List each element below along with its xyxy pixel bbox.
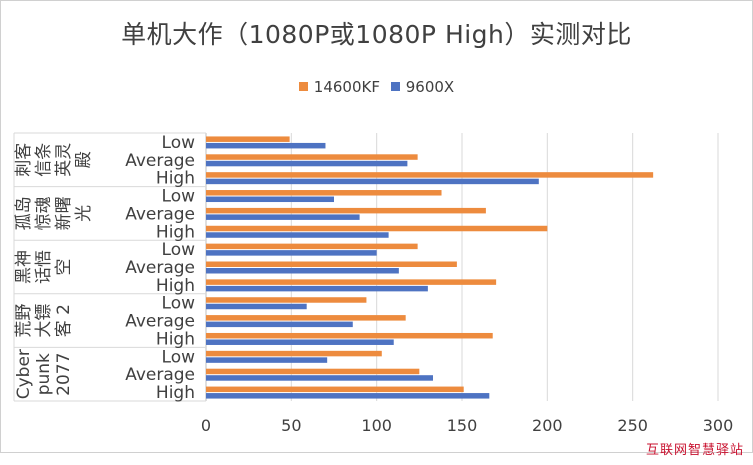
bar-9600x-3-1 <box>206 321 353 328</box>
bar-14600kf-4-2 <box>206 386 464 393</box>
bar-14600kf-3-2 <box>206 332 493 339</box>
x-tick-label-100: 100 <box>361 416 392 435</box>
group-label-4-line-2: 2077 <box>54 353 74 396</box>
bar-9600x-4-2 <box>206 393 490 399</box>
bar-9600x-1-1 <box>206 214 360 220</box>
subcategory-label-2-2: High <box>156 276 195 296</box>
bar-14600kf-0-1 <box>206 154 418 160</box>
subcategory-label-3-2: High <box>156 329 195 349</box>
legend-label-9600x: 9600X <box>405 77 455 96</box>
bar-14600kf-1-0 <box>206 190 442 196</box>
legend-swatch-14600kf <box>298 82 308 91</box>
subcategory-label-0-1: Average <box>125 151 195 171</box>
bar-9600x-3-2 <box>206 339 394 345</box>
chart-title: 单机大作（1080P或1080P High）实测对比 <box>121 20 632 49</box>
bar-9600x-1-0 <box>206 196 334 203</box>
watermark: 互联网智慧驿站 <box>645 443 744 458</box>
group-label-3-line-0: 荒野 <box>14 304 34 338</box>
x-tick-label-50: 50 <box>281 416 301 435</box>
legend-label-14600kf: 14600KF <box>313 77 380 96</box>
group-label-1-line-0: 孤岛 <box>14 196 34 230</box>
bar-9600x-1-2 <box>206 232 389 238</box>
subcategory-label-4-2: High <box>156 383 195 403</box>
subcategory-label-1-2: High <box>156 222 195 242</box>
group-label-2-line-2: 空 <box>54 259 74 276</box>
subcategory-label-0-0: Low <box>162 133 196 153</box>
x-tick-label-300: 300 <box>703 416 734 435</box>
bar-14600kf-0-2 <box>206 172 654 178</box>
subcategory-label-1-0: Low <box>162 187 196 207</box>
bar-9600x-2-1 <box>206 268 399 274</box>
bar-9600x-3-0 <box>206 303 307 310</box>
legend-item-9600x: 9600X <box>390 77 455 96</box>
group-label-0-line-1: 信条 <box>34 143 54 177</box>
group-label-1-line-1: 惊魂 <box>34 196 54 230</box>
group-label-3-line-1: 大镖 <box>34 304 54 338</box>
bar-9600x-0-1 <box>206 160 408 167</box>
bar-14600kf-2-0 <box>206 243 418 250</box>
subcategory-label-3-0: Low <box>162 294 196 314</box>
group-label-4-line-1: punk <box>34 353 54 395</box>
bar-14600kf-4-0 <box>206 350 382 357</box>
group-label-1-line-3: 光 <box>74 205 94 222</box>
group-label-2-line-1: 话悟 <box>34 250 54 284</box>
bar-14600kf-3-0 <box>206 297 367 303</box>
subcategory-label-3-1: Average <box>125 312 195 332</box>
subcategory-label-0-2: High <box>156 169 195 189</box>
group-label-3-line-2: 客 2 <box>54 304 74 337</box>
legend: 14600KF 9600X <box>1 77 752 96</box>
x-tick-label-0: 0 <box>201 416 211 435</box>
bar-9600x-0-0 <box>206 142 326 149</box>
bar-9600x-2-2 <box>206 285 428 292</box>
subcategory-label-1-1: Average <box>125 204 195 224</box>
group-label-0-line-3: 殿 <box>74 151 94 168</box>
bar-14600kf-4-1 <box>206 368 420 375</box>
bar-14600kf-2-1 <box>206 261 457 267</box>
bar-14600kf-1-1 <box>206 207 486 214</box>
group-label-0-line-2: 英灵 <box>54 143 74 177</box>
group-label-4-line-0: Cyber <box>14 349 34 399</box>
legend-item-14600kf: 14600KF <box>298 77 380 96</box>
x-tick-label-200: 200 <box>532 416 563 435</box>
x-tick-label-150: 150 <box>447 416 478 435</box>
subcategory-label-2-0: Low <box>162 240 196 260</box>
bar-9600x-0-2 <box>206 178 539 185</box>
bar-14600kf-0-0 <box>206 136 290 142</box>
bar-9600x-2-0 <box>206 250 377 256</box>
bar-14600kf-2-2 <box>206 279 497 285</box>
group-label-0-line-0: 刺客 <box>14 143 34 177</box>
bar-9600x-4-0 <box>206 357 328 363</box>
subcategory-label-4-0: Low <box>162 347 196 367</box>
subcategory-label-4-1: Average <box>125 365 195 385</box>
bar-9600x-4-1 <box>206 375 433 381</box>
group-label-2-line-0: 黑神 <box>14 250 34 284</box>
subcategory-label-2-1: Average <box>125 258 195 278</box>
bar-14600kf-3-1 <box>206 315 406 321</box>
group-label-1-line-2: 新曙 <box>54 196 74 230</box>
x-tick-label-250: 250 <box>617 416 648 435</box>
legend-swatch-9600x <box>390 82 400 91</box>
bar-14600kf-1-2 <box>206 225 548 232</box>
